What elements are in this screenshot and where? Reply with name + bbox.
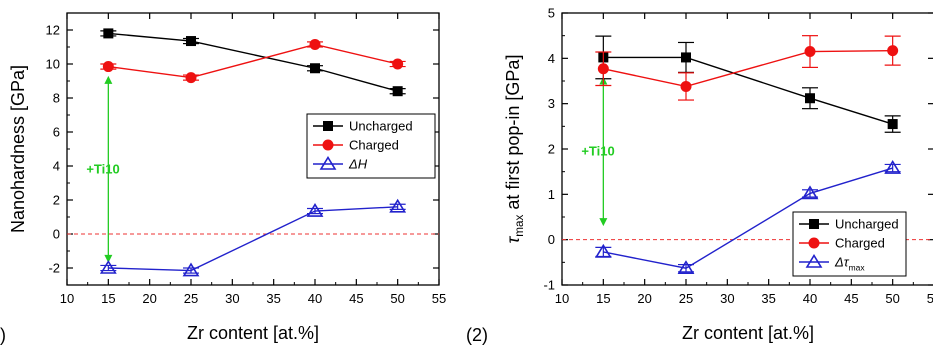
x-tick-label: 40 xyxy=(308,291,322,306)
x-axis-title: Zr content [at.%] xyxy=(682,323,814,343)
annotation-arrowhead-down xyxy=(599,218,608,227)
data-point-charged xyxy=(309,38,321,50)
series-line-delta xyxy=(108,206,398,272)
data-point-charged xyxy=(185,72,197,84)
series-line-delta xyxy=(603,167,893,269)
x-tick-label: 50 xyxy=(390,291,404,306)
data-point-delta xyxy=(884,160,902,174)
data-point-uncharged xyxy=(887,119,898,130)
x-tick-label: 55 xyxy=(432,291,446,306)
x-tick-label: 15 xyxy=(596,291,610,306)
legend-label: Charged xyxy=(349,138,399,153)
legend-label: Δτmax xyxy=(834,255,865,273)
data-point-charged xyxy=(597,63,609,75)
x-tick-label: 10 xyxy=(555,291,569,306)
y-tick-label: 0 xyxy=(53,227,60,242)
data-point-uncharged xyxy=(392,86,403,97)
data-point-delta xyxy=(389,198,407,213)
x-tick-label: 55 xyxy=(927,291,933,306)
y-tick-label: -1 xyxy=(543,278,555,293)
y-tick-label: 1 xyxy=(548,187,555,202)
y-tick-label: 4 xyxy=(548,51,555,66)
x-tick-label: 20 xyxy=(142,291,156,306)
y-tick-label: 4 xyxy=(53,159,60,174)
data-point-delta xyxy=(677,260,695,275)
data-point-delta xyxy=(99,259,117,274)
legend-marker-delta xyxy=(805,253,823,268)
legend-label: Uncharged xyxy=(835,217,899,232)
panel-label: ) xyxy=(0,325,6,345)
y-tick-label: 8 xyxy=(53,91,60,106)
x-tick-label: 15 xyxy=(101,291,115,306)
series-line-uncharged xyxy=(108,32,398,92)
data-point-uncharged xyxy=(805,93,815,104)
y-tick-label: 12 xyxy=(46,23,60,38)
annotation-arrowhead-up xyxy=(104,75,113,84)
data-point-uncharged xyxy=(310,63,320,74)
x-tick-label: 50 xyxy=(885,291,899,306)
x-tick-label: 20 xyxy=(637,291,651,306)
legend-label: Charged xyxy=(835,236,885,251)
legend-marker-uncharged xyxy=(323,121,333,131)
legend-label: ΔH xyxy=(348,157,368,172)
y-tick-label: 2 xyxy=(53,193,60,208)
data-point-uncharged xyxy=(186,36,196,47)
data-point-charged xyxy=(392,58,404,70)
data-point-charged xyxy=(804,46,816,58)
x-tick-label: 45 xyxy=(844,291,858,306)
x-tick-label: 25 xyxy=(184,291,198,306)
x-tick-label: 35 xyxy=(266,291,280,306)
data-point-uncharged xyxy=(681,52,691,63)
data-point-charged xyxy=(680,80,692,92)
y-tick-label: 2 xyxy=(548,142,555,157)
data-point-uncharged xyxy=(103,28,114,39)
legend: Uncharged Charged Δτmax xyxy=(792,211,907,277)
data-point-charged xyxy=(887,45,899,57)
x-tick-label: 10 xyxy=(60,291,74,306)
annotation-label: +Ti10 xyxy=(581,143,614,158)
data-point-delta xyxy=(182,262,200,277)
legend-marker-charged xyxy=(322,139,334,151)
data-point-charged xyxy=(102,61,114,73)
data-point-delta xyxy=(594,243,612,258)
y-tick-label: 6 xyxy=(53,125,60,140)
y-axis-title: Nanohardness [GPa] xyxy=(8,65,28,233)
series-line-charged xyxy=(603,49,893,88)
x-tick-label: 30 xyxy=(720,291,734,306)
x-axis-title: Zr content [at.%] xyxy=(187,323,319,343)
y-tick-label: -2 xyxy=(48,261,60,276)
series-line-charged xyxy=(108,43,398,79)
legend: Uncharged Charged ΔH xyxy=(306,113,436,179)
legend-marker-uncharged xyxy=(809,219,819,229)
chart-panel-1: 10 15 20 25 30 35 40 45 50 55 -2 0 2 4 6 8 10 12 +Ti10 Unch… xyxy=(0,12,446,345)
chart-panel-2: 10152025303540455055-1012345+Ti10Uncharg… xyxy=(466,6,933,345)
legend-marker-delta xyxy=(319,155,337,170)
x-tick-label: 40 xyxy=(803,291,817,306)
y-tick-label: 3 xyxy=(548,96,555,111)
data-point-delta xyxy=(801,185,819,200)
y-tick-label: 0 xyxy=(548,232,555,247)
x-tick-label: 45 xyxy=(349,291,363,306)
data-point-delta xyxy=(306,203,324,217)
legend-marker-charged xyxy=(808,237,820,249)
y-tick-label: 10 xyxy=(46,57,60,72)
y-tick-label: 5 xyxy=(548,6,555,21)
x-tick-label: 30 xyxy=(225,291,239,306)
y-axis-title: τmax at first pop-in [GPa] xyxy=(503,55,526,244)
x-tick-label: 35 xyxy=(761,291,775,306)
annotation-label: +Ti10 xyxy=(86,161,119,176)
annotation-arrowhead-down xyxy=(104,254,113,263)
series-line-uncharged xyxy=(603,56,893,125)
legend-label: Uncharged xyxy=(349,119,413,134)
x-tick-label: 25 xyxy=(679,291,693,306)
panel-label: (2) xyxy=(466,325,488,345)
